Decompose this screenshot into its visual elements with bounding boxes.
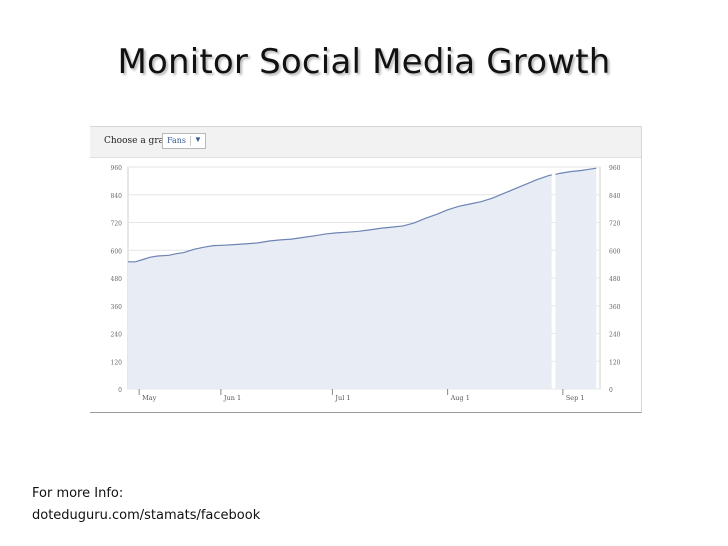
y-tick-label-left: 600 (111, 248, 123, 255)
y-tick-label-left: 240 (111, 332, 123, 339)
triangle-down-icon[interactable]: ▼ (194, 135, 202, 144)
y-tick-label-left: 120 (111, 359, 123, 366)
fans-growth-chart: 0 0 120 120 240 240 360 360 480 480 600 600 720 720 84… (111, 165, 621, 402)
graph-type-select[interactable]: Fans ▼ (162, 133, 206, 149)
series-line-after-gap (555, 167, 597, 175)
x-tick-label: Sep 1 (566, 394, 585, 402)
y-tick-label-right: 720 (609, 221, 621, 228)
y-tick-label-right: 0 (609, 387, 613, 394)
y-tick-label-right: 840 (609, 193, 621, 200)
area-fill-after-gap (555, 168, 597, 389)
y-tick-label-left: 480 (111, 276, 123, 283)
x-tick-label: Aug 1 (450, 394, 470, 402)
choose-graph-label: Choose a graph: (104, 136, 179, 146)
y-tick-label-left: 840 (111, 193, 123, 200)
slide-title: Monitor Social Media Growth (117, 42, 611, 82)
y-tick-label-right: 480 (609, 276, 621, 283)
y-tick-label-left: 960 (111, 165, 123, 172)
insights-graph-widget: Choose a graph: Fans ▼ 0 0 120 120 240 240 360… (90, 126, 642, 413)
footer-info-label: For more Info: (32, 486, 124, 501)
select-divider (190, 136, 191, 146)
y-tick-label-right: 600 (609, 248, 621, 255)
y-tick-label-left: 0 (118, 387, 122, 394)
x-tick-label: Jul 1 (334, 394, 350, 402)
y-tick-label-left: 360 (111, 304, 123, 311)
x-tick-label: Jun 1 (223, 394, 241, 402)
footer-link[interactable]: doteduguru.com/stamats/facebook (32, 508, 261, 523)
area-fill-before-gap (128, 174, 552, 389)
y-tick-label-right: 960 (609, 165, 621, 172)
graph-toolbar: Choose a graph: Fans ▼ (90, 127, 641, 158)
x-tick-label: May (142, 394, 157, 402)
y-tick-label-left: 720 (111, 221, 123, 228)
series-line-before-gap (128, 174, 552, 263)
y-tick-label-right: 120 (609, 359, 621, 366)
y-tick-label-right: 240 (609, 332, 621, 339)
y-tick-label-right: 360 (609, 304, 621, 311)
graph-type-value: Fans (167, 136, 187, 145)
